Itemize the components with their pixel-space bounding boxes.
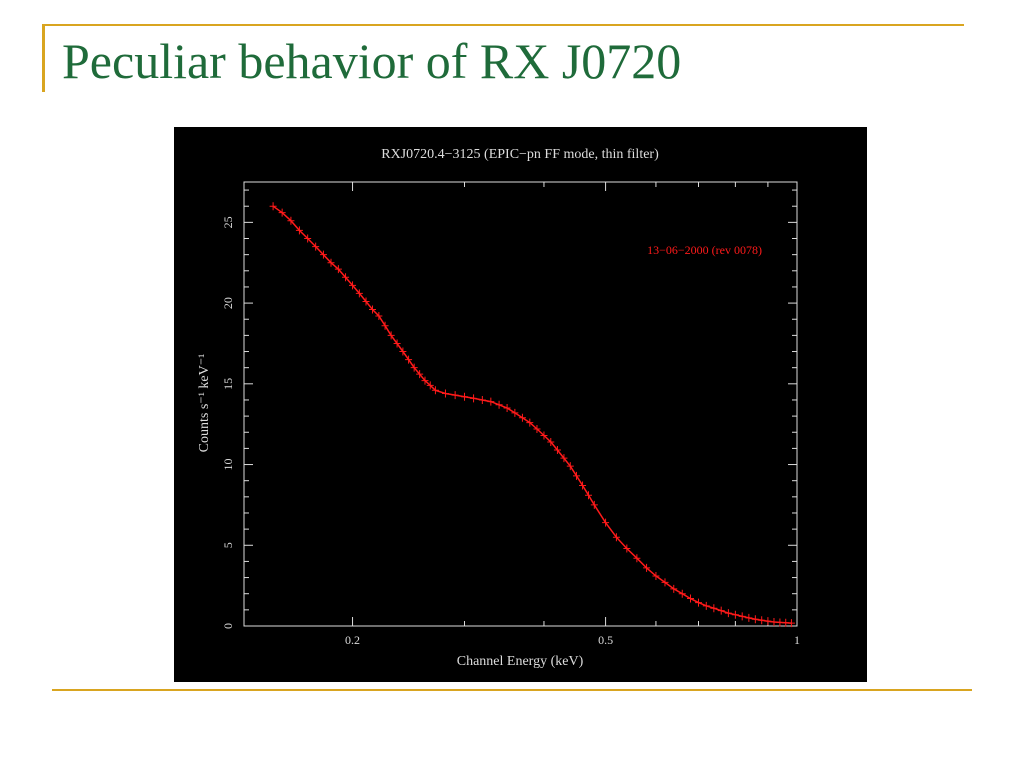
x-tick-label: 0.2 xyxy=(345,633,360,647)
data-point xyxy=(547,437,555,446)
data-point xyxy=(319,250,327,259)
data-point xyxy=(334,265,342,274)
data-point xyxy=(787,619,795,628)
data-point xyxy=(566,462,574,471)
data-point xyxy=(381,321,389,330)
spectrum-chart: RXJ0720.4−3125 (EPIC−pn FF mode, thin fi… xyxy=(197,147,800,669)
data-point xyxy=(579,481,587,490)
data-point xyxy=(362,297,370,306)
data-point xyxy=(695,598,703,607)
legend-label: 13−06−2000 (rev 0078) xyxy=(647,243,762,257)
data-point xyxy=(399,347,407,356)
data-point xyxy=(724,609,732,618)
data-point xyxy=(410,363,418,372)
data-point xyxy=(633,554,641,563)
slide-title: Peculiar behavior of RX J0720 xyxy=(62,33,682,89)
data-point xyxy=(355,289,363,298)
y-tick-label: 10 xyxy=(221,459,235,471)
data-point xyxy=(349,281,357,290)
data-point xyxy=(678,589,686,598)
data-point xyxy=(758,616,766,625)
data-point xyxy=(738,612,746,621)
y-tick-label: 15 xyxy=(221,378,235,390)
data-point xyxy=(416,370,424,379)
data-point xyxy=(387,331,395,340)
chart-title: RXJ0720.4−3125 (EPIC−pn FF mode, thin fi… xyxy=(381,147,659,162)
title-accent-rule xyxy=(42,24,45,92)
data-point xyxy=(623,544,631,553)
data-point xyxy=(518,413,526,422)
data-point xyxy=(584,491,592,500)
y-tick-label: 5 xyxy=(221,542,235,548)
data-point xyxy=(590,500,598,509)
x-axis-label: Channel Energy (keV) xyxy=(457,654,584,669)
data-point xyxy=(393,339,401,348)
x-tick-label: 1 xyxy=(794,633,800,647)
data-point xyxy=(327,258,335,267)
y-tick-label: 25 xyxy=(221,216,235,228)
data-point xyxy=(312,242,320,251)
data-point xyxy=(278,208,286,217)
data-point xyxy=(405,355,413,364)
data-point xyxy=(495,400,503,409)
data-point xyxy=(751,615,759,624)
data-point xyxy=(533,425,541,434)
data-point xyxy=(710,604,718,613)
data-point xyxy=(540,431,548,440)
data-point xyxy=(612,533,620,542)
data-point xyxy=(731,610,739,619)
data-point xyxy=(670,584,678,593)
data-point xyxy=(553,446,561,455)
x-tick-label: 0.5 xyxy=(598,633,613,647)
data-point xyxy=(643,563,651,572)
data-point xyxy=(702,601,710,610)
y-axis-label: Counts s⁻¹ keV⁻¹ xyxy=(197,354,212,453)
data-point xyxy=(451,391,459,400)
data-point xyxy=(560,454,568,463)
y-tick-label: 0 xyxy=(221,623,235,629)
spectrum-plot: RXJ0720.4−3125 (EPIC−pn FF mode, thin fi… xyxy=(174,127,867,682)
data-point xyxy=(503,404,511,413)
data-point xyxy=(661,578,669,587)
data-point xyxy=(572,471,580,480)
data-point xyxy=(342,273,350,282)
data-point xyxy=(426,381,434,390)
plot-area: 0 5 10 15 20 25 0.2 0.5 1 xyxy=(221,181,800,647)
data-point xyxy=(717,606,725,615)
data-point xyxy=(287,216,295,225)
data-point xyxy=(602,518,610,527)
data-point xyxy=(470,394,478,403)
data-point xyxy=(652,571,660,580)
data-point xyxy=(770,617,778,626)
data-point xyxy=(304,234,312,243)
data-point xyxy=(375,312,383,321)
data-point xyxy=(487,397,495,406)
data-point xyxy=(511,408,519,417)
bottom-rule xyxy=(52,689,972,691)
data-point xyxy=(369,305,377,314)
data-point xyxy=(745,613,753,622)
model-line xyxy=(272,205,792,624)
data-point xyxy=(526,418,534,427)
y-tick-label: 20 xyxy=(221,297,235,309)
data-point xyxy=(686,594,694,603)
data-point xyxy=(764,617,772,626)
data-point xyxy=(431,386,439,395)
top-rule xyxy=(42,24,964,26)
plot-frame xyxy=(243,181,798,627)
data-point xyxy=(269,202,277,211)
data-point xyxy=(421,376,429,385)
data-point xyxy=(441,389,449,398)
data-point xyxy=(478,395,486,404)
data-point xyxy=(461,392,469,401)
data-point xyxy=(295,226,303,235)
